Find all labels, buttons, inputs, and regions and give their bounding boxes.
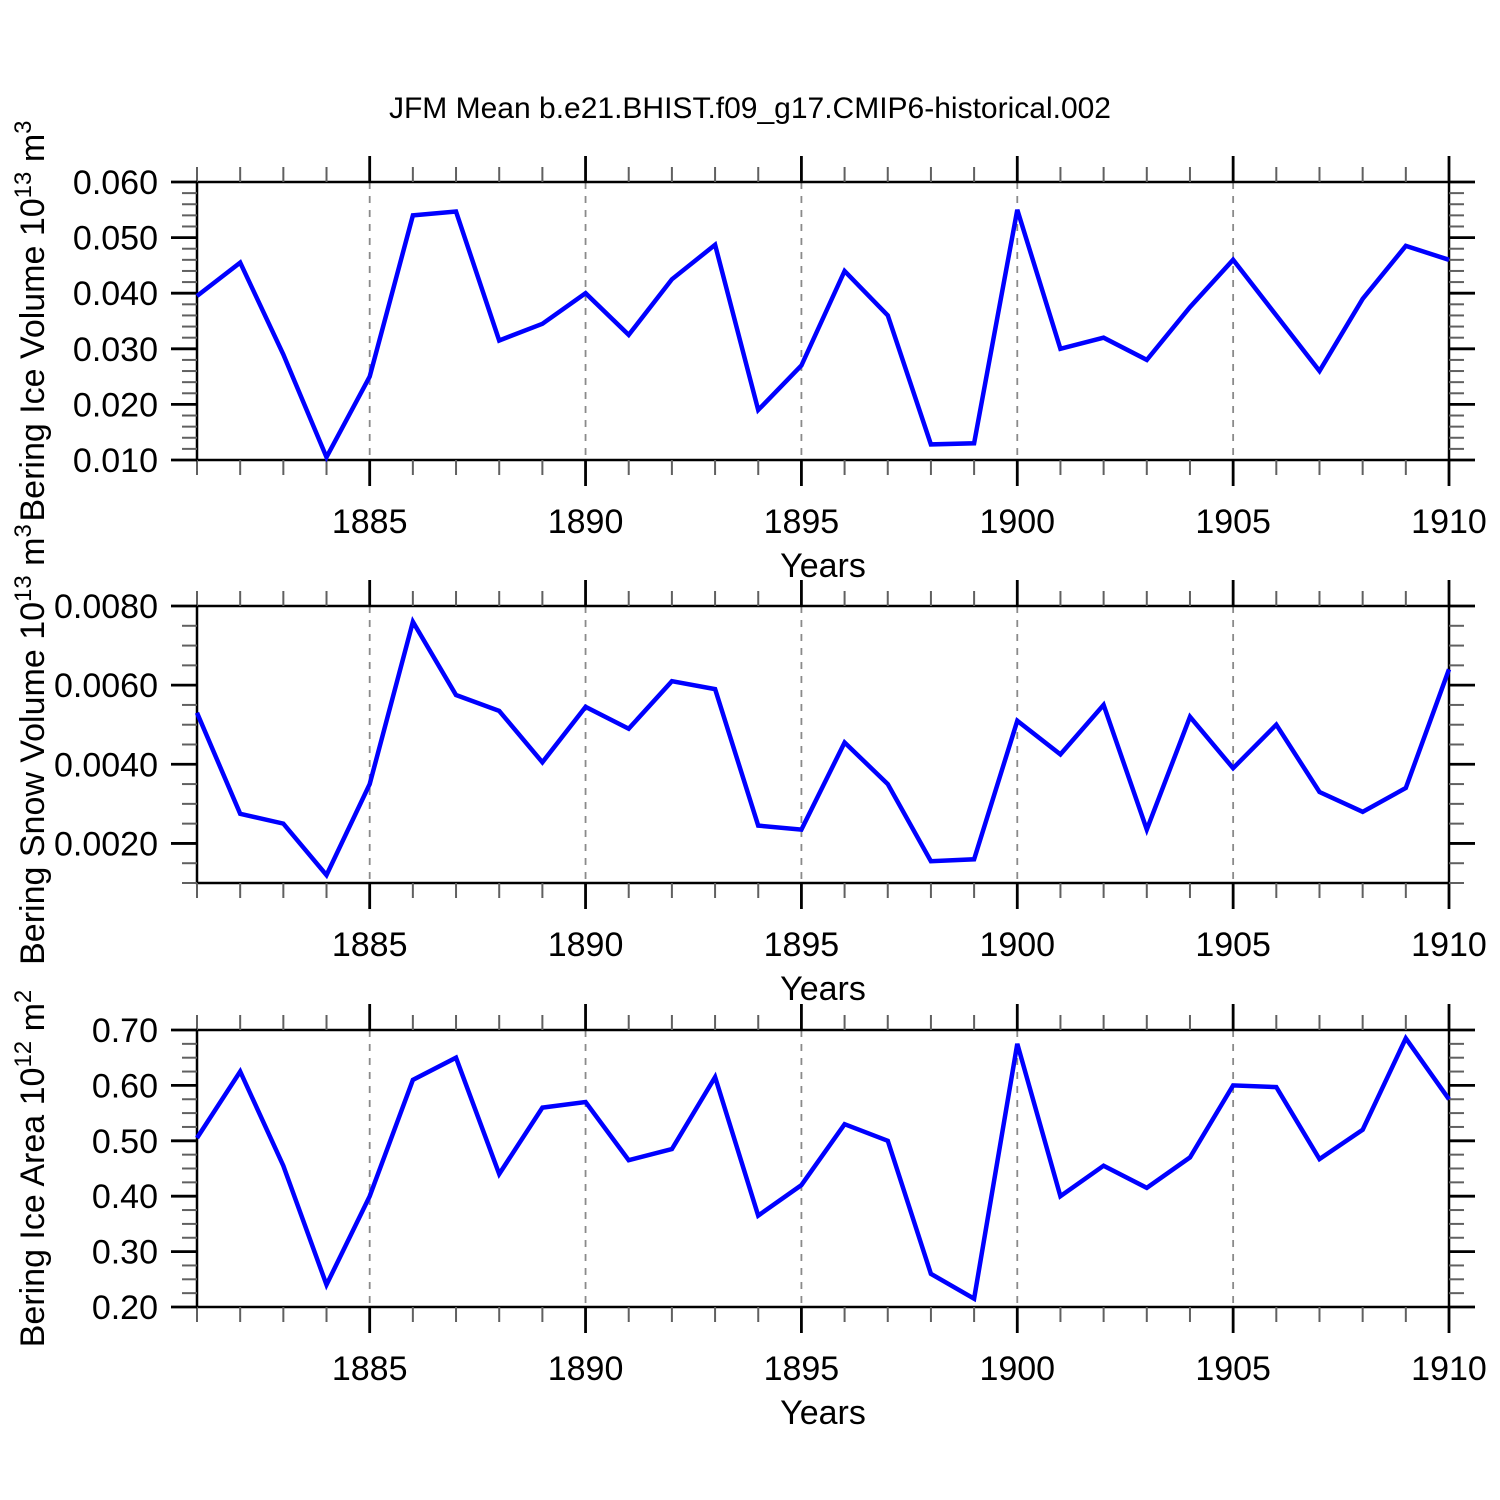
y-tick-label: 0.0040 (54, 746, 158, 784)
x-tick-label: 1890 (548, 926, 624, 964)
y-tick-label: 0.20 (92, 1289, 158, 1327)
x-tick-label: 1905 (1195, 1350, 1271, 1388)
y-tick-label: 0.60 (92, 1067, 158, 1105)
y-axis-title-exponent: 3 (10, 524, 37, 537)
plot-frame (195, 180, 1451, 462)
x-tick-label: 1910 (1411, 503, 1487, 541)
x-tick-label: 1890 (548, 503, 624, 541)
y-tick-label: 0.030 (73, 331, 158, 369)
y-tick-label: 0.040 (73, 275, 158, 313)
plot-frame (195, 604, 1451, 885)
y-tick-label: 0.30 (92, 1234, 158, 1272)
y-axis-title: Bering Ice Area 1012 m2 (10, 990, 52, 1348)
y-tick-label: 0.0020 (54, 825, 158, 863)
x-tick-label: 1910 (1411, 926, 1487, 964)
x-axis-title: Years (780, 547, 866, 585)
y-tick-label: 0.70 (92, 1012, 158, 1050)
y-tick-label: 0.010 (73, 442, 158, 480)
x-tick-label: 1905 (1195, 503, 1271, 541)
series-line (195, 209, 1450, 463)
y-axis-title-text: m (14, 134, 52, 172)
y-tick-label: 0.050 (73, 220, 158, 258)
x-tick-label: 1900 (979, 1350, 1055, 1388)
series-line (195, 1033, 1451, 1303)
series-line (194, 616, 1452, 880)
figure-title: JFM Mean b.e21.BHIST.f09_g17.CMIP6-histo… (388, 92, 1111, 125)
y-axis-title-exponent: 13 (10, 172, 37, 199)
y-tick-label: 0.50 (92, 1123, 158, 1161)
x-tick-label: 1885 (332, 926, 408, 964)
x-tick-label: 1885 (332, 1350, 408, 1388)
x-tick-label: 1900 (979, 926, 1055, 964)
x-tick-label: 1895 (764, 503, 840, 541)
x-tick-label: 1910 (1411, 1350, 1487, 1388)
x-tick-label: 1895 (764, 1350, 840, 1388)
x-axis-title: Years (780, 970, 866, 1008)
y-tick-label: 0.020 (73, 386, 158, 424)
y-axis-title-exponent: 2 (10, 990, 37, 1003)
x-tick-label: 1895 (764, 926, 840, 964)
y-tick-label: 0.0060 (54, 667, 158, 705)
chart-bering-ice-volume: 1885 1890 1895 1900 1905 1910 0.010 0.020 0.030 0… (10, 120, 1487, 585)
chart-bering-ice-area: 1885 1890 1895 1900 1905 1910 0.20 0.30 0.40 0.50… (10, 990, 1487, 1432)
x-tick-label: 1890 (548, 1350, 624, 1388)
y-axis-title-text: Bering Ice Volume 10 (14, 198, 52, 521)
y-axis-title: Bering Snow Volume 1013 m3 (10, 524, 52, 965)
y-axis-title-exponent: 3 (10, 120, 37, 133)
chart-bering-snow-volume: 1885 1890 1895 1900 1905 1910 0.0020 0.0040 0.00… (10, 524, 1487, 1008)
plot-frame (195, 1028, 1451, 1309)
y-axis-title-text: Bering Ice Area 10 (14, 1068, 52, 1348)
y-axis-title-text: Bering Snow Volume 10 (14, 602, 52, 965)
y-axis-title: Bering Ice Volume 1013 m3 (10, 120, 52, 521)
y-axis-title-exponent: 13 (10, 575, 37, 602)
x-tick-label: 1905 (1195, 926, 1271, 964)
y-axis-title-text: m (14, 537, 52, 575)
y-axis-title-text: m (14, 1003, 52, 1041)
x-tick-label: 1900 (979, 503, 1055, 541)
y-tick-label: 0.0080 (54, 588, 158, 626)
y-tick-label: 0.060 (73, 164, 158, 202)
x-axis-title: Years (780, 1394, 866, 1432)
y-axis-title-exponent: 12 (10, 1041, 37, 1068)
y-tick-label: 0.40 (92, 1178, 158, 1216)
x-tick-label: 1885 (332, 503, 408, 541)
